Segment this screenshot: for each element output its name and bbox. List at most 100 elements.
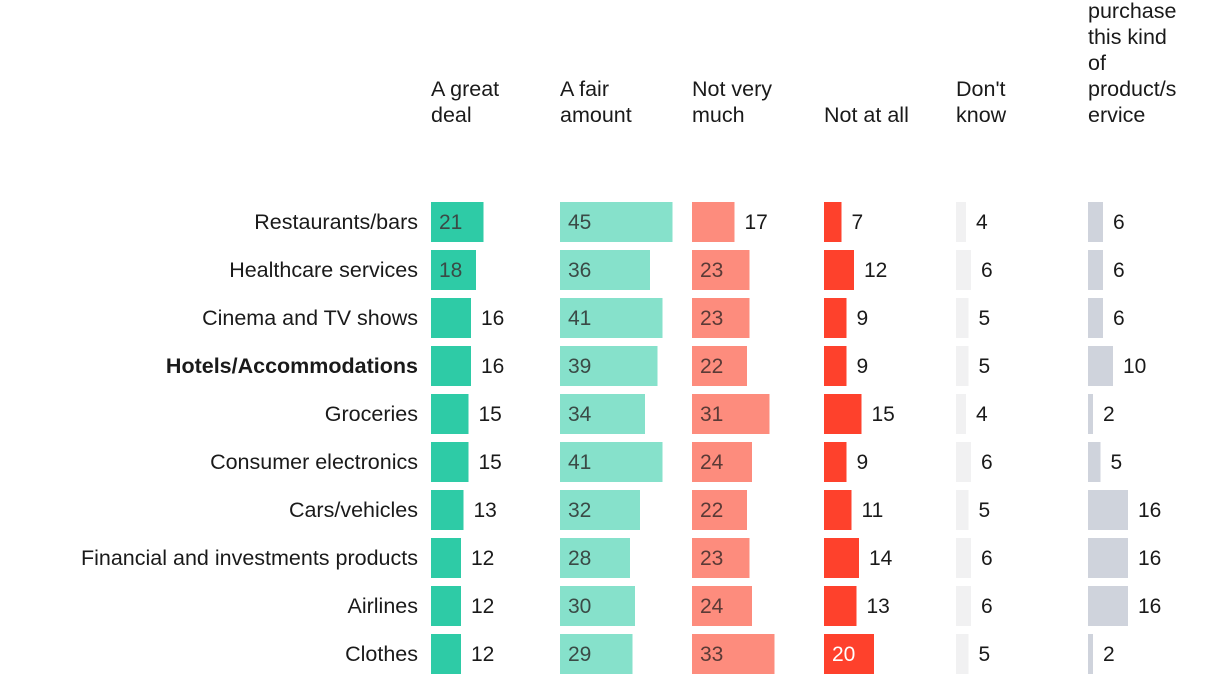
- row-label: Financial and investments products: [81, 546, 418, 570]
- row-label: Restaurants/bars: [254, 210, 418, 234]
- bar-6-5: [1088, 490, 1128, 530]
- value-label: 9: [857, 355, 869, 378]
- value-label: 23: [700, 307, 723, 330]
- value-label: 22: [700, 355, 723, 378]
- value-label: 30: [568, 595, 591, 618]
- bar-3-5: [1088, 346, 1113, 386]
- bar-4-5: [1088, 394, 1093, 434]
- value-label: 31: [700, 403, 723, 426]
- bar-0-4: [956, 202, 966, 242]
- value-label: 4: [976, 403, 988, 426]
- row-label: Cinema and TV shows: [202, 306, 418, 330]
- bar-6-1: [560, 490, 640, 530]
- value-label: 6: [981, 595, 993, 618]
- bar-8-5: [1088, 586, 1128, 626]
- value-label: 5: [1111, 451, 1123, 474]
- bar-3-0: [431, 346, 471, 386]
- bar-2-2: [692, 298, 750, 338]
- bar-2-4: [956, 298, 969, 338]
- value-label: 17: [745, 211, 768, 234]
- bar-1-0: [431, 250, 476, 290]
- bar-7-4: [956, 538, 971, 578]
- bar-0-3: [824, 202, 842, 242]
- value-label: 14: [869, 547, 893, 570]
- bar-3-3: [824, 346, 847, 386]
- value-label: 16: [481, 307, 504, 330]
- bar-9-0: [431, 634, 461, 674]
- value-label: 5: [979, 355, 991, 378]
- bar-2-0: [431, 298, 471, 338]
- bar-3-2: [692, 346, 747, 386]
- row-label: Hotels/Accommodations: [166, 354, 418, 378]
- column-header-2-line-0: Not very: [692, 77, 772, 101]
- value-label: 13: [867, 595, 890, 618]
- bar-5-4: [956, 442, 971, 482]
- bar-9-5: [1088, 634, 1093, 674]
- bar-7-0: [431, 538, 461, 578]
- value-label: 36: [568, 259, 591, 282]
- value-label: 4: [976, 211, 988, 234]
- value-label: 15: [479, 451, 502, 474]
- bar-5-3: [824, 442, 847, 482]
- bar-1-2: [692, 250, 750, 290]
- bar-6-3: [824, 490, 852, 530]
- column-header-5-line-4: of: [1088, 51, 1106, 75]
- value-label: 29: [568, 643, 591, 666]
- row-label: Clothes: [345, 642, 418, 666]
- value-label: 45: [568, 211, 591, 234]
- column-header-2-line-1: much: [692, 103, 745, 127]
- value-label: 39: [568, 355, 591, 378]
- column-header-5-line-3: this kind: [1088, 25, 1167, 49]
- value-label: 32: [568, 499, 591, 522]
- bar-4-3: [824, 394, 862, 434]
- value-label: 23: [700, 259, 723, 282]
- value-label: 16: [1138, 595, 1161, 618]
- bar-7-1: [560, 538, 630, 578]
- value-label: 2: [1103, 403, 1115, 426]
- value-label: 34: [568, 403, 592, 426]
- bar-8-1: [560, 586, 635, 626]
- bar-5-2: [692, 442, 752, 482]
- bar-9-1: [560, 634, 633, 674]
- column-header-5-line-5: product/s: [1088, 77, 1176, 101]
- column-header-3-line-0: Not at all: [824, 103, 909, 127]
- value-label: 5: [979, 499, 991, 522]
- value-label: 6: [981, 451, 993, 474]
- value-label: 9: [857, 451, 869, 474]
- value-label: 5: [979, 643, 991, 666]
- bar-2-1: [560, 298, 663, 338]
- value-label: 7: [852, 211, 864, 234]
- bar-5-1: [560, 442, 663, 482]
- value-label: 12: [864, 259, 887, 282]
- bar-1-4: [956, 250, 971, 290]
- bar-6-0: [431, 490, 464, 530]
- value-label: 5: [979, 307, 991, 330]
- row-label: Airlines: [348, 594, 419, 618]
- value-label: 33: [700, 643, 723, 666]
- bar-0-1: [560, 202, 673, 242]
- column-header-0-line-1: deal: [431, 103, 472, 127]
- value-label: 28: [568, 547, 591, 570]
- bar-9-2: [692, 634, 775, 674]
- bar-9-4: [956, 634, 969, 674]
- value-label: 6: [1113, 307, 1125, 330]
- value-label: 12: [471, 643, 494, 666]
- value-label: 23: [700, 547, 723, 570]
- bar-7-3: [824, 538, 859, 578]
- bar-6-4: [956, 490, 969, 530]
- value-label: 13: [474, 499, 497, 522]
- value-label: 6: [1113, 259, 1125, 282]
- value-label: 16: [1138, 547, 1161, 570]
- bar-8-4: [956, 586, 971, 626]
- bar-0-2: [692, 202, 735, 242]
- bar-0-0: [431, 202, 484, 242]
- value-label: 22: [700, 499, 723, 522]
- row-label: Groceries: [325, 402, 418, 426]
- value-label: 24: [700, 451, 724, 474]
- column-header-4-line-1: know: [956, 103, 1007, 127]
- value-label: 18: [439, 259, 462, 282]
- bar-2-3: [824, 298, 847, 338]
- bar-4-2: [692, 394, 770, 434]
- bar-4-0: [431, 394, 469, 434]
